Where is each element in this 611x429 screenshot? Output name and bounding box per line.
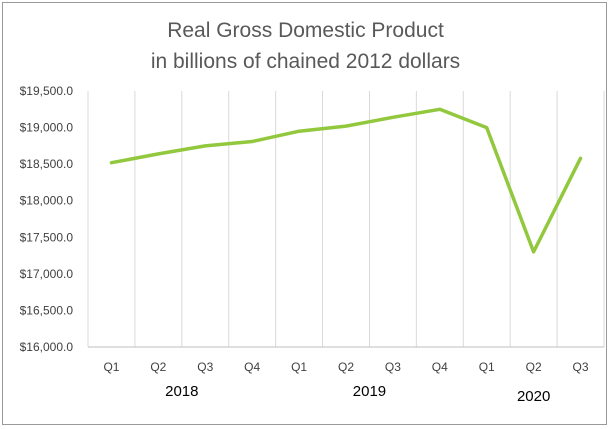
y-tick-label: $18,500.0 (20, 157, 74, 171)
x-tick-label: Q3 (385, 360, 401, 374)
year-label: 2019 (353, 383, 386, 400)
y-tick-label: $18,000.0 (20, 194, 74, 208)
y-tick-label: $19,000.0 (20, 121, 74, 135)
y-tick-label: $16,000.0 (20, 340, 74, 354)
year-label: 2020 (517, 388, 550, 405)
x-tick-label: Q2 (526, 360, 542, 374)
chart-frame (2, 2, 607, 425)
y-tick-label: $17,500.0 (20, 230, 74, 244)
x-tick-label: Q1 (291, 360, 307, 374)
x-tick-label: Q3 (573, 360, 589, 374)
x-tick-label: Q2 (150, 360, 166, 374)
x-tick-label: Q4 (244, 360, 260, 374)
x-tick-label: Q1 (103, 360, 119, 374)
x-tick-label: Q2 (338, 360, 354, 374)
y-tick-label: $19,500.0 (20, 84, 74, 98)
y-tick-label: $16,500.0 (20, 303, 74, 317)
year-label: 2018 (165, 383, 198, 400)
y-tick-label: $17,000.0 (20, 267, 74, 281)
x-tick-label: Q1 (479, 360, 495, 374)
chart-title-line-2: in billions of chained 2012 dollars (150, 50, 461, 73)
chart-title-line-1: Real Gross Domestic Product (167, 19, 444, 42)
x-tick-label: Q4 (432, 360, 448, 374)
x-tick-label: Q3 (197, 360, 213, 374)
